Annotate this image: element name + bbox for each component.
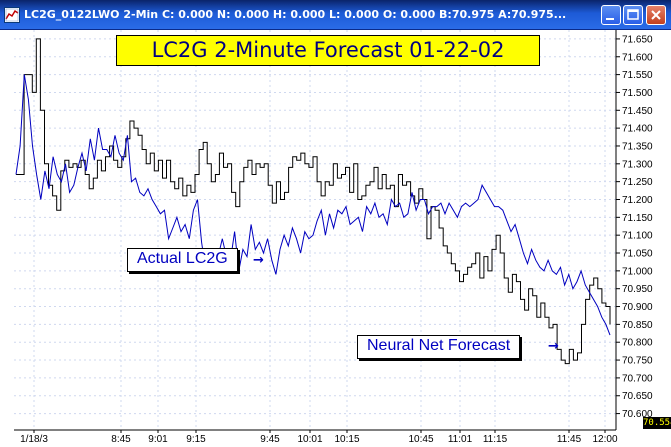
x-tick-label: 11:45 xyxy=(557,434,582,445)
actual-series-label: Actual LC2G xyxy=(127,248,238,272)
x-tick-label: 8:45 xyxy=(111,434,131,445)
close-icon xyxy=(651,10,661,20)
minimize-button[interactable] xyxy=(601,5,621,25)
chart-app-icon[interactable] xyxy=(4,7,20,23)
y-tick-label: 71.400 xyxy=(622,124,653,135)
y-tick-label: 71.550 xyxy=(622,70,653,81)
forecast-series-line xyxy=(15,74,611,336)
arrow-right-icon: → xyxy=(548,339,559,354)
title-bar[interactable]: LC2G_0122LWO 2-Min C: 0.000 N: 0.000 H: … xyxy=(0,0,671,30)
y-tick-label: 70.800 xyxy=(622,338,653,349)
y-tick-label: 71.650 xyxy=(622,34,653,45)
y-tick-label: 71.600 xyxy=(622,52,653,63)
x-tick-label: 12:00 xyxy=(592,434,617,445)
y-tick-label: 70.850 xyxy=(622,320,653,331)
actual-series-line xyxy=(16,38,611,365)
chart-title: LC2G 2-Minute Forecast 01-22-02 xyxy=(116,35,540,66)
forecast-series-label: Neural Net Forecast xyxy=(357,335,521,359)
minimize-icon xyxy=(606,18,614,20)
x-tick-label: 1/18/3 xyxy=(20,434,48,445)
x-tick-label: 10:01 xyxy=(297,434,322,445)
maximize-button[interactable] xyxy=(623,5,643,25)
x-tick-label: 10:15 xyxy=(334,434,359,445)
maximize-icon xyxy=(627,9,639,20)
window-title: LC2G_0122LWO 2-Min C: 0.000 N: 0.000 H: … xyxy=(24,8,567,21)
arrow-right-icon: → xyxy=(253,253,264,268)
x-tick-label: 10:45 xyxy=(408,434,433,445)
close-button[interactable] xyxy=(646,5,666,25)
y-tick-label: 70.600 xyxy=(622,409,653,420)
x-tick-label: 11:01 xyxy=(448,434,473,445)
y-tick-label: 71.050 xyxy=(622,249,653,260)
y-tick-label: 71.450 xyxy=(622,106,653,117)
x-tick-label: 11:15 xyxy=(483,434,508,445)
y-tick-label: 70.650 xyxy=(622,391,653,402)
y-tick-label: 71.000 xyxy=(622,266,653,277)
y-tick-label: 71.250 xyxy=(622,177,653,188)
x-tick-label: 9:15 xyxy=(186,434,206,445)
x-tick-label: 9:45 xyxy=(260,434,280,445)
y-tick-label: 70.900 xyxy=(622,302,653,313)
y-tick-label: 71.200 xyxy=(622,195,653,206)
chart-area[interactable]: 71.650 71.600 71.550 71.500 71.450 71.400 71.3… xyxy=(0,30,671,447)
price-chart[interactable]: 71.650 71.600 71.550 71.500 71.450 71.400 71.3… xyxy=(0,30,671,447)
y-tick-label: 70.750 xyxy=(622,356,653,367)
last-price-marker: 70.554 xyxy=(643,417,671,429)
y-tick-label: 70.950 xyxy=(622,284,653,295)
y-tick-label: 70.700 xyxy=(622,373,653,384)
y-tick-label: 71.100 xyxy=(622,231,653,242)
x-tick-label: 9:01 xyxy=(148,434,168,445)
y-tick-label: 71.300 xyxy=(622,159,653,170)
y-tick-label: 71.150 xyxy=(622,213,653,224)
y-tick-label: 71.350 xyxy=(622,141,653,152)
y-tick-label: 71.500 xyxy=(622,88,653,99)
